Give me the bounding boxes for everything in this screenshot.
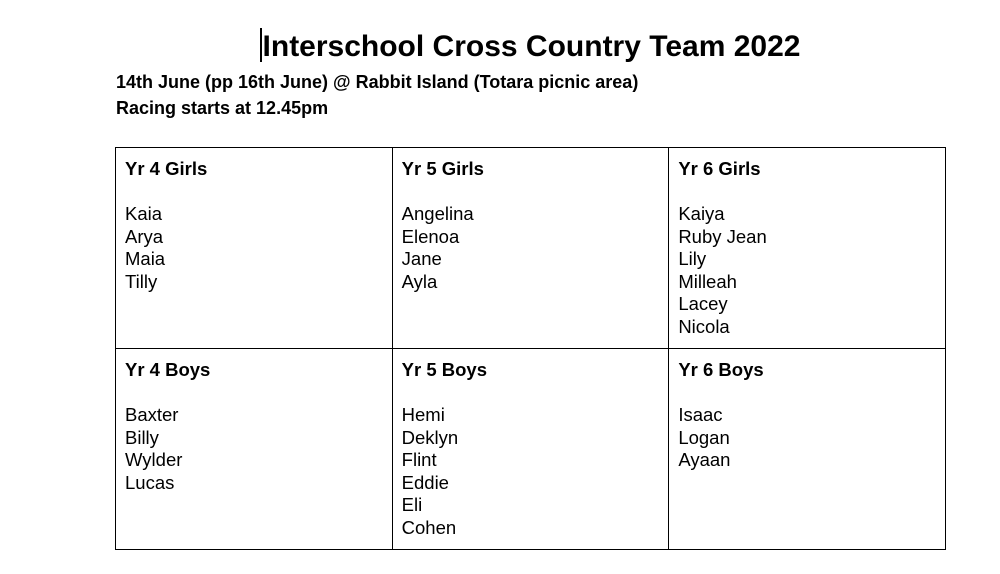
document-title[interactable]: Interschool Cross Country Team 2022 bbox=[0, 28, 1000, 65]
team-member: Wylder bbox=[125, 449, 183, 470]
table-row: Yr 4 Girls Kaia Arya Maia Tilly Yr 5 Girls Ang… bbox=[115, 147, 946, 349]
team-heading: Yr 4 Boys bbox=[125, 359, 211, 380]
team-member: Ayaan bbox=[678, 449, 731, 470]
team-heading: Yr 5 Girls bbox=[401, 158, 484, 179]
team-member: Logan bbox=[678, 426, 730, 448]
team-member: Nicola bbox=[678, 315, 730, 337]
team-heading: Yr 5 Boys bbox=[401, 359, 488, 380]
team-cell: Yr 6 Boys Isaac Logan Ayaan bbox=[668, 348, 946, 550]
team-member: Cohen bbox=[401, 516, 457, 538]
team-member: Tilly bbox=[125, 270, 158, 292]
team-cell: Yr 4 Boys Baxter Billy Wylder Lucas bbox=[115, 348, 393, 550]
team-member: Flint bbox=[401, 449, 437, 470]
team-member: Lucas bbox=[125, 471, 175, 493]
team-member: Ruby Jean bbox=[678, 225, 767, 247]
title-text: Interschool Cross Country Team 2022 bbox=[262, 30, 801, 63]
table-row: Yr 4 Boys Baxter Billy Wylder Lucas Yr 5 Boys… bbox=[115, 348, 946, 550]
team-member: Eddie bbox=[401, 471, 449, 493]
team-member: Angelina bbox=[401, 203, 474, 224]
team-cell: Yr 6 Girls Kaiya Ruby Jean Lily Milleah Lacey… bbox=[668, 147, 946, 349]
team-heading: Yr 4 Girls bbox=[125, 158, 208, 179]
team-member: Milleah bbox=[678, 270, 737, 292]
team-cell: Yr 5 Boys Hemi Deklyn Flint Eddie Eli Cohen bbox=[391, 348, 670, 550]
team-member: Maia bbox=[125, 248, 166, 269]
start-time: Racing starts at 12.45pm bbox=[116, 98, 329, 118]
team-member: Elenoa bbox=[401, 225, 460, 247]
team-heading: Yr 6 Boys bbox=[678, 359, 764, 380]
team-member: Kaia bbox=[125, 203, 163, 224]
team-member: Eli bbox=[401, 494, 423, 515]
team-member: Lily bbox=[678, 248, 707, 269]
team-member: Deklyn bbox=[401, 426, 459, 448]
team-member: Jane bbox=[401, 248, 442, 269]
team-member: Baxter bbox=[125, 404, 179, 425]
team-cell: Yr 4 Girls Kaia Arya Maia Tilly bbox=[115, 147, 393, 349]
team-table: Yr 4 Girls Kaia Arya Maia Tilly Yr 5 Girls Ang… bbox=[115, 147, 946, 550]
team-member: Isaac bbox=[678, 404, 723, 425]
team-heading: Yr 6 Girls bbox=[678, 158, 761, 179]
team-member: Billy bbox=[125, 426, 159, 448]
team-member: Kaiya bbox=[678, 203, 725, 224]
team-member: Arya bbox=[125, 225, 164, 247]
event-details: 14th June (pp 16th June) @ Rabbit Island… bbox=[116, 72, 639, 92]
team-member: Lacey bbox=[678, 293, 728, 314]
team-member: Hemi bbox=[401, 404, 445, 425]
text-cursor bbox=[259, 28, 262, 62]
team-cell: Yr 5 Girls Angelina Elenoa Jane Ayla bbox=[391, 147, 670, 349]
team-member: Ayla bbox=[401, 270, 438, 292]
